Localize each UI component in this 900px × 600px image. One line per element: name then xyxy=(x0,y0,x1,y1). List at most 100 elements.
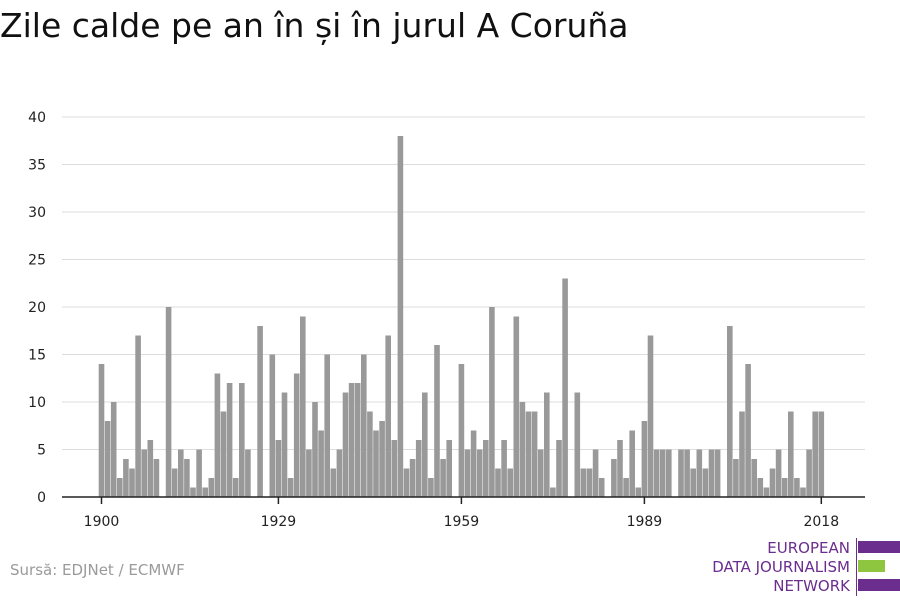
x-axis-ticks: 1900 1929 1959 1989 2018 xyxy=(84,497,839,530)
bar-1933 xyxy=(300,316,306,497)
bar-1942 xyxy=(354,383,361,497)
x-tick-label: 2018 xyxy=(803,514,839,530)
bar-1945 xyxy=(373,430,379,497)
bar-1937 xyxy=(324,354,330,497)
logo-bar-green xyxy=(858,560,885,572)
bar-2009 xyxy=(763,487,770,497)
bar-1964 xyxy=(489,307,495,497)
bar-1988 xyxy=(635,487,642,497)
logo-line-1: EUROPEAN xyxy=(767,539,850,557)
bar-1978 xyxy=(574,392,581,497)
bar-1967 xyxy=(507,468,513,497)
source-credit: Sursă: EDJNet / ECMWF xyxy=(10,561,185,579)
bar-1901 xyxy=(104,421,111,497)
bar-1932 xyxy=(293,373,300,497)
bar-2003 xyxy=(727,326,733,497)
bar-1907 xyxy=(141,449,147,497)
bar-1920 xyxy=(220,411,227,497)
bar-2014 xyxy=(794,478,800,497)
bar-1981 xyxy=(592,449,599,497)
y-tick-label: 10 xyxy=(28,395,46,411)
bar-1998 xyxy=(696,449,703,497)
x-tick-label: 1929 xyxy=(261,514,297,530)
logo-bar-purple-bottom xyxy=(858,579,900,591)
bar-1915 xyxy=(190,487,196,497)
bar-1995 xyxy=(678,449,684,497)
logo-line-2: DATA JOURNALISM xyxy=(712,558,850,576)
bar-1918 xyxy=(208,478,215,497)
bar-1952 xyxy=(415,440,422,497)
bar-1980 xyxy=(586,468,593,497)
bar-2004 xyxy=(733,459,739,497)
bar-1905 xyxy=(129,468,135,497)
bar-1911 xyxy=(165,307,172,497)
logo-bar-purple-top xyxy=(858,541,900,553)
bar-2012 xyxy=(781,478,788,497)
bar-1940 xyxy=(342,392,349,497)
bar-1914 xyxy=(184,459,190,497)
logo-line-3: NETWORK xyxy=(773,577,850,595)
y-tick-label: 20 xyxy=(28,300,46,316)
bar-1975 xyxy=(556,440,562,497)
bar-1966 xyxy=(501,440,507,497)
chart-title: Zile calde pe an în și în jurul A Coruña xyxy=(0,6,629,45)
bar-1996 xyxy=(684,449,690,497)
bar-1948 xyxy=(391,440,398,497)
bar-1986 xyxy=(623,478,629,497)
bar-2001 xyxy=(714,449,721,497)
bar-2016 xyxy=(806,449,812,497)
bar-1954 xyxy=(428,478,434,497)
y-tick-label: 40 xyxy=(28,110,46,126)
bar-1930 xyxy=(281,392,288,497)
bar-1972 xyxy=(537,449,544,497)
bar-1957 xyxy=(446,440,452,497)
bar-1904 xyxy=(123,459,129,497)
bar-2007 xyxy=(751,459,757,497)
bar-2018 xyxy=(818,411,825,497)
bar-2000 xyxy=(708,449,715,497)
bar-1929 xyxy=(275,440,282,497)
bar-1921 xyxy=(226,383,233,497)
bar-1997 xyxy=(690,468,696,497)
bar-1990 xyxy=(647,335,654,497)
bar-1960 xyxy=(464,449,471,497)
bar-1989 xyxy=(641,421,648,497)
bar-1987 xyxy=(629,430,635,497)
bar-1944 xyxy=(367,411,373,497)
bar-1913 xyxy=(178,449,184,497)
bar-1973 xyxy=(544,392,550,497)
bar-1974 xyxy=(550,487,556,497)
y-tick-label: 5 xyxy=(37,443,46,459)
bar-1902 xyxy=(110,402,117,497)
bar-1979 xyxy=(580,468,587,497)
bar-1992 xyxy=(659,449,666,497)
bar-1934 xyxy=(306,449,312,497)
bar-1962 xyxy=(476,449,483,497)
bar-1955 xyxy=(434,345,440,497)
bar-1959 xyxy=(458,364,465,497)
bar-1949 xyxy=(397,136,404,497)
bar-2017 xyxy=(812,411,818,497)
x-tick-label: 1900 xyxy=(84,514,120,530)
bar-1943 xyxy=(361,354,367,497)
bar-1991 xyxy=(653,449,660,497)
bar-1965 xyxy=(495,468,501,497)
bar-2013 xyxy=(788,411,794,497)
bar-1917 xyxy=(202,487,208,497)
y-tick-label: 25 xyxy=(28,253,46,269)
y-tick-label: 35 xyxy=(28,158,46,174)
bar-1970 xyxy=(525,411,532,497)
edjnet-logo: EUROPEAN DATA JOURNALISM NETWORK xyxy=(700,538,900,596)
bar-1924 xyxy=(245,449,251,497)
bar-1939 xyxy=(336,449,343,497)
bar-1993 xyxy=(666,449,672,497)
bar-1912 xyxy=(171,468,178,497)
bar-1931 xyxy=(287,478,294,497)
bar-1947 xyxy=(385,335,391,497)
bar-1909 xyxy=(153,459,160,497)
bar-1982 xyxy=(598,478,605,497)
bar-1956 xyxy=(440,459,446,497)
bar-1919 xyxy=(214,373,221,497)
bar-1936 xyxy=(318,430,324,497)
bar-1968 xyxy=(513,316,520,497)
